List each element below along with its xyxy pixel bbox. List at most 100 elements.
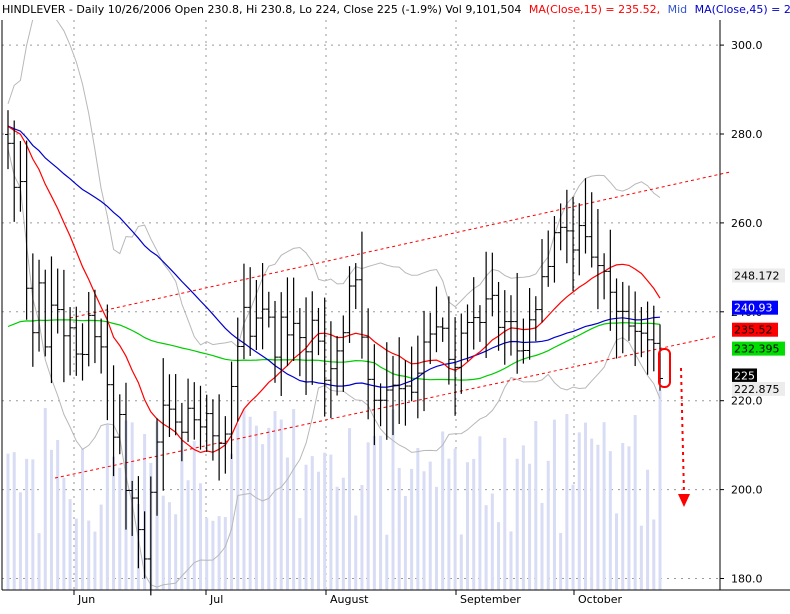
volume-bar (639, 525, 643, 590)
volume-bar (391, 409, 395, 590)
y-tick-label: 260.0 (731, 217, 763, 230)
month-label: October (578, 593, 622, 606)
volume-bar (552, 419, 556, 590)
month-label: September (460, 593, 521, 606)
volume-bar (285, 457, 289, 590)
breakdown-highlight (658, 348, 671, 388)
volume-bar (652, 519, 656, 590)
volume-bar (223, 517, 227, 590)
header-ma45: MA(Close,45) = 240 (695, 3, 790, 16)
volume-bar (118, 467, 122, 590)
volume-bar (248, 416, 252, 590)
ma15-line (7, 125, 661, 454)
volume-bar (534, 421, 538, 590)
volume-bar (434, 486, 438, 590)
volume-bar (360, 485, 364, 590)
price-label-box (732, 322, 778, 337)
projection-arrowhead (678, 494, 690, 507)
ma45-line (7, 125, 661, 388)
volume-bar (279, 419, 283, 590)
price-label: 222.875 (734, 383, 780, 396)
volume-bar (627, 446, 631, 590)
upper-band (7, 7, 661, 348)
volume-bar (230, 453, 234, 590)
month-label: Jul (209, 593, 223, 606)
volume-bar (304, 464, 308, 590)
month-label: Jun (77, 593, 95, 606)
volume-bar (254, 425, 258, 590)
lower-band (7, 148, 661, 588)
y-tick-label: 200.0 (731, 484, 763, 497)
volume-bar (25, 458, 29, 590)
volume-bar (93, 531, 97, 590)
volume-bar (428, 461, 432, 590)
y-tick-label: 220.0 (731, 395, 763, 408)
volume-bar (180, 439, 184, 590)
volume-bar (397, 467, 401, 590)
volume-bar (441, 431, 445, 590)
price-label: 248.172 (734, 269, 780, 282)
volume-bar (198, 483, 202, 590)
volume-bar (236, 423, 240, 590)
volume-bar (335, 486, 339, 590)
volume-bar (192, 441, 196, 590)
volume-bar (596, 444, 600, 590)
volume-bar (298, 518, 302, 590)
volume-bar (87, 520, 91, 590)
volume-bar (323, 452, 327, 590)
volume-bar (74, 518, 78, 590)
volume-bar (546, 460, 550, 590)
volume-bar (18, 492, 22, 590)
volume-bar (602, 422, 606, 590)
volume-bar (366, 442, 370, 590)
volume-bar (316, 471, 320, 590)
ma-green-line (7, 319, 661, 381)
volume-bar (478, 436, 482, 590)
moving-average-lines (7, 125, 661, 454)
volume-bar (484, 505, 488, 590)
header-mid: Mid (668, 3, 688, 16)
x-axis: Jun Jul August September October (73, 590, 622, 606)
volume-bar (571, 484, 575, 590)
price-label-box (732, 268, 785, 283)
price-label-box (732, 368, 757, 383)
trend-channel (54, 171, 731, 479)
projection-arrow-shaft (680, 367, 685, 495)
volume-bar (422, 471, 426, 590)
volume-bar (348, 428, 352, 590)
volume-bar (211, 520, 215, 590)
volume-bar (37, 533, 41, 590)
volume-bar (565, 414, 569, 590)
volume-bar (466, 462, 470, 590)
volume-bar (509, 531, 513, 590)
volume-bar (503, 437, 507, 590)
volume-bar (68, 499, 72, 590)
y-tick-label: 300.0 (731, 39, 763, 52)
volume-bar (105, 424, 109, 590)
volume-bar (472, 458, 476, 590)
bollinger-bands (7, 7, 661, 588)
volume-bar (186, 480, 190, 590)
volume-bar (490, 493, 494, 590)
volume-bar (521, 445, 525, 590)
month-label: August (330, 593, 369, 606)
header-ma15: MA(Close,15) = 235.52, (529, 3, 660, 16)
volume-bar (49, 449, 53, 590)
channel-lower-line (54, 335, 719, 479)
volume-bar (608, 451, 612, 590)
volume-bar (354, 515, 358, 590)
volume-bar (379, 435, 383, 590)
volume-bar (410, 468, 414, 590)
volume-bar (497, 522, 501, 590)
volume-bar (12, 452, 16, 590)
price-label: 225 (734, 369, 755, 382)
volume-bar (273, 411, 277, 590)
volume-bar (385, 534, 389, 590)
volume-bar (329, 454, 333, 590)
volume-bar (167, 502, 171, 590)
volume-bar (583, 422, 587, 590)
volume-bar (242, 409, 246, 590)
price-label: 235.52 (734, 324, 773, 337)
